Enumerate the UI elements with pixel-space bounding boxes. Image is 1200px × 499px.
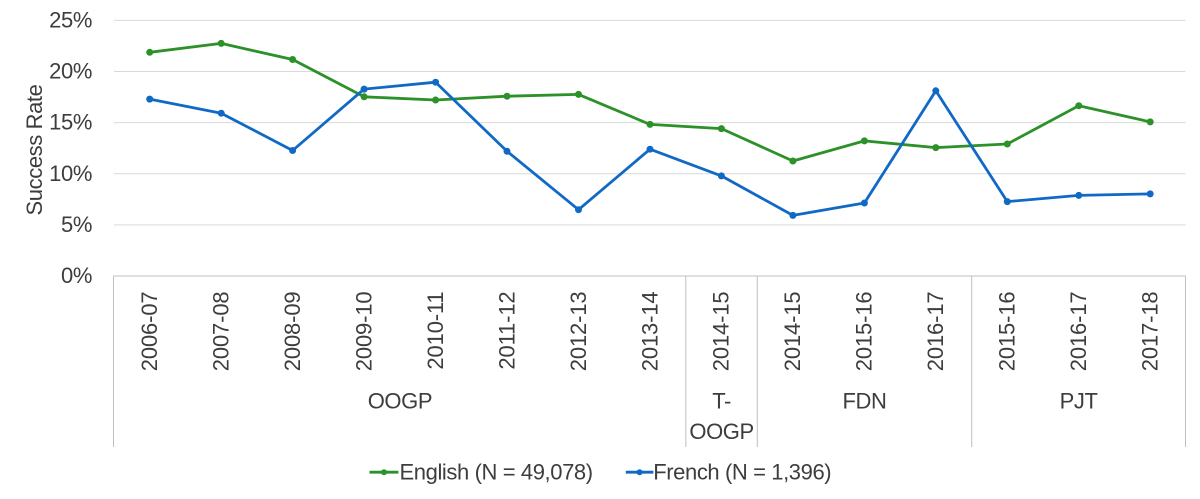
svg-text:2014-15: 2014-15 — [780, 292, 805, 372]
svg-text:T-: T- — [712, 388, 731, 413]
svg-text:2007-08: 2007-08 — [208, 292, 233, 372]
svg-text:25%: 25% — [49, 8, 92, 33]
svg-text:2006-07: 2006-07 — [137, 292, 162, 372]
svg-text:20%: 20% — [49, 59, 92, 84]
svg-text:2008-09: 2008-09 — [280, 292, 305, 372]
svg-text:PJT: PJT — [1060, 388, 1098, 413]
svg-text:2015-16: 2015-16 — [995, 292, 1020, 372]
svg-text:2015-16: 2015-16 — [852, 292, 877, 372]
svg-text:Success Rate: Success Rate — [22, 84, 47, 215]
svg-text:10%: 10% — [49, 161, 92, 186]
svg-text:2009-10: 2009-10 — [351, 292, 376, 372]
svg-text:2016-17: 2016-17 — [923, 292, 948, 372]
svg-text:OOGP: OOGP — [689, 419, 753, 444]
svg-text:2017-18: 2017-18 — [1137, 292, 1162, 372]
svg-text:2014-15: 2014-15 — [709, 292, 734, 372]
svg-text:FDN: FDN — [842, 388, 886, 413]
svg-text:2011-12: 2011-12 — [494, 292, 519, 370]
svg-text:French (N = 1,396): French (N = 1,396) — [653, 459, 831, 484]
svg-text:2012-13: 2012-13 — [566, 292, 591, 372]
svg-text:OOGP: OOGP — [368, 388, 432, 413]
svg-text:English (N = 49,078): English (N = 49,078) — [400, 459, 593, 484]
svg-text:2013-14: 2013-14 — [637, 292, 662, 372]
svg-text:2016-17: 2016-17 — [1066, 292, 1091, 372]
svg-text:5%: 5% — [61, 212, 92, 237]
svg-text:0%: 0% — [61, 263, 92, 288]
svg-text:15%: 15% — [49, 110, 92, 135]
svg-text:2010-11: 2010-11 — [423, 292, 448, 370]
